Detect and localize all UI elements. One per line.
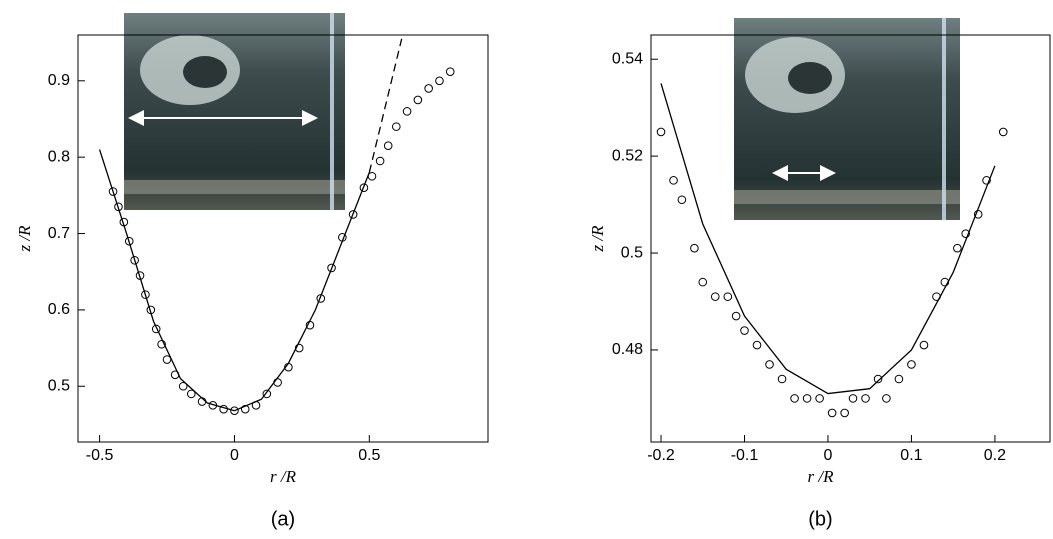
y-axis-label: z /R — [588, 225, 607, 253]
x-tick-label: -0.2 — [647, 447, 675, 464]
y-tick-label: 0.52 — [612, 147, 643, 164]
data-point — [873, 374, 883, 384]
plot-frame — [650, 34, 1051, 443]
data-point — [752, 340, 762, 350]
data-point — [815, 394, 824, 403]
caption: (b) — [808, 508, 832, 530]
x-tick-label: 0.1 — [900, 447, 922, 464]
x-tick-label: 0 — [824, 447, 833, 464]
y-tick-label: 0.48 — [612, 341, 643, 358]
data-point — [698, 277, 708, 287]
data-point — [765, 360, 774, 369]
data-point — [690, 243, 699, 253]
data-point — [802, 394, 812, 403]
y-tick-label: 0.6 — [48, 301, 70, 318]
data-point — [848, 394, 858, 403]
x-tick-label: 0.5 — [358, 447, 380, 464]
x-axis-label: r /R — [270, 467, 297, 486]
y-tick-label: 0.54 — [612, 50, 643, 67]
data-point — [740, 326, 749, 335]
x-tick-label: 0.2 — [984, 447, 1006, 464]
fit-line — [98, 149, 370, 412]
data-point — [656, 127, 666, 137]
data-point — [882, 394, 891, 403]
data-point — [669, 176, 678, 185]
y-axis-label: z /R — [15, 225, 34, 253]
data-point — [273, 378, 282, 387]
data-point — [424, 84, 433, 93]
x-axis-label: r /R — [808, 467, 835, 486]
data-point — [445, 67, 455, 76]
data-point — [907, 360, 916, 369]
data-point — [827, 408, 837, 418]
data-point — [710, 292, 720, 301]
inset-photo-b — [734, 18, 960, 220]
y-tick-label: 0.7 — [48, 225, 70, 242]
data-point — [435, 76, 444, 86]
data-point — [186, 389, 196, 399]
x-tick-label: -0.5 — [86, 447, 114, 464]
data-point — [391, 122, 401, 131]
plot-frame — [77, 34, 489, 443]
data-point — [262, 389, 272, 399]
data-point — [861, 394, 870, 403]
y-tick-label: 0.5 — [48, 377, 70, 394]
data-point — [731, 311, 741, 321]
fit-line — [368, 38, 403, 173]
data-point — [178, 381, 188, 391]
y-tick-label: 0.8 — [48, 148, 70, 165]
data-point — [998, 127, 1008, 137]
data-point — [840, 408, 849, 418]
y-tick-label: 0.9 — [48, 72, 70, 89]
fit-line — [660, 83, 996, 395]
data-point — [383, 141, 393, 151]
data-point — [413, 95, 423, 105]
data-point — [790, 394, 799, 403]
data-point — [919, 340, 929, 350]
data-point — [953, 243, 962, 253]
y-tick-label: 0.5 — [621, 244, 643, 261]
caption: (a) — [271, 508, 295, 530]
data-point — [777, 374, 787, 384]
data-point — [894, 374, 904, 384]
inset-photo-a — [124, 13, 345, 210]
data-point — [402, 107, 412, 116]
data-point — [723, 292, 733, 301]
data-point — [375, 156, 385, 166]
x-tick-label: -0.1 — [731, 447, 759, 464]
x-tick-label: 0 — [230, 447, 239, 464]
data-point — [677, 195, 687, 205]
